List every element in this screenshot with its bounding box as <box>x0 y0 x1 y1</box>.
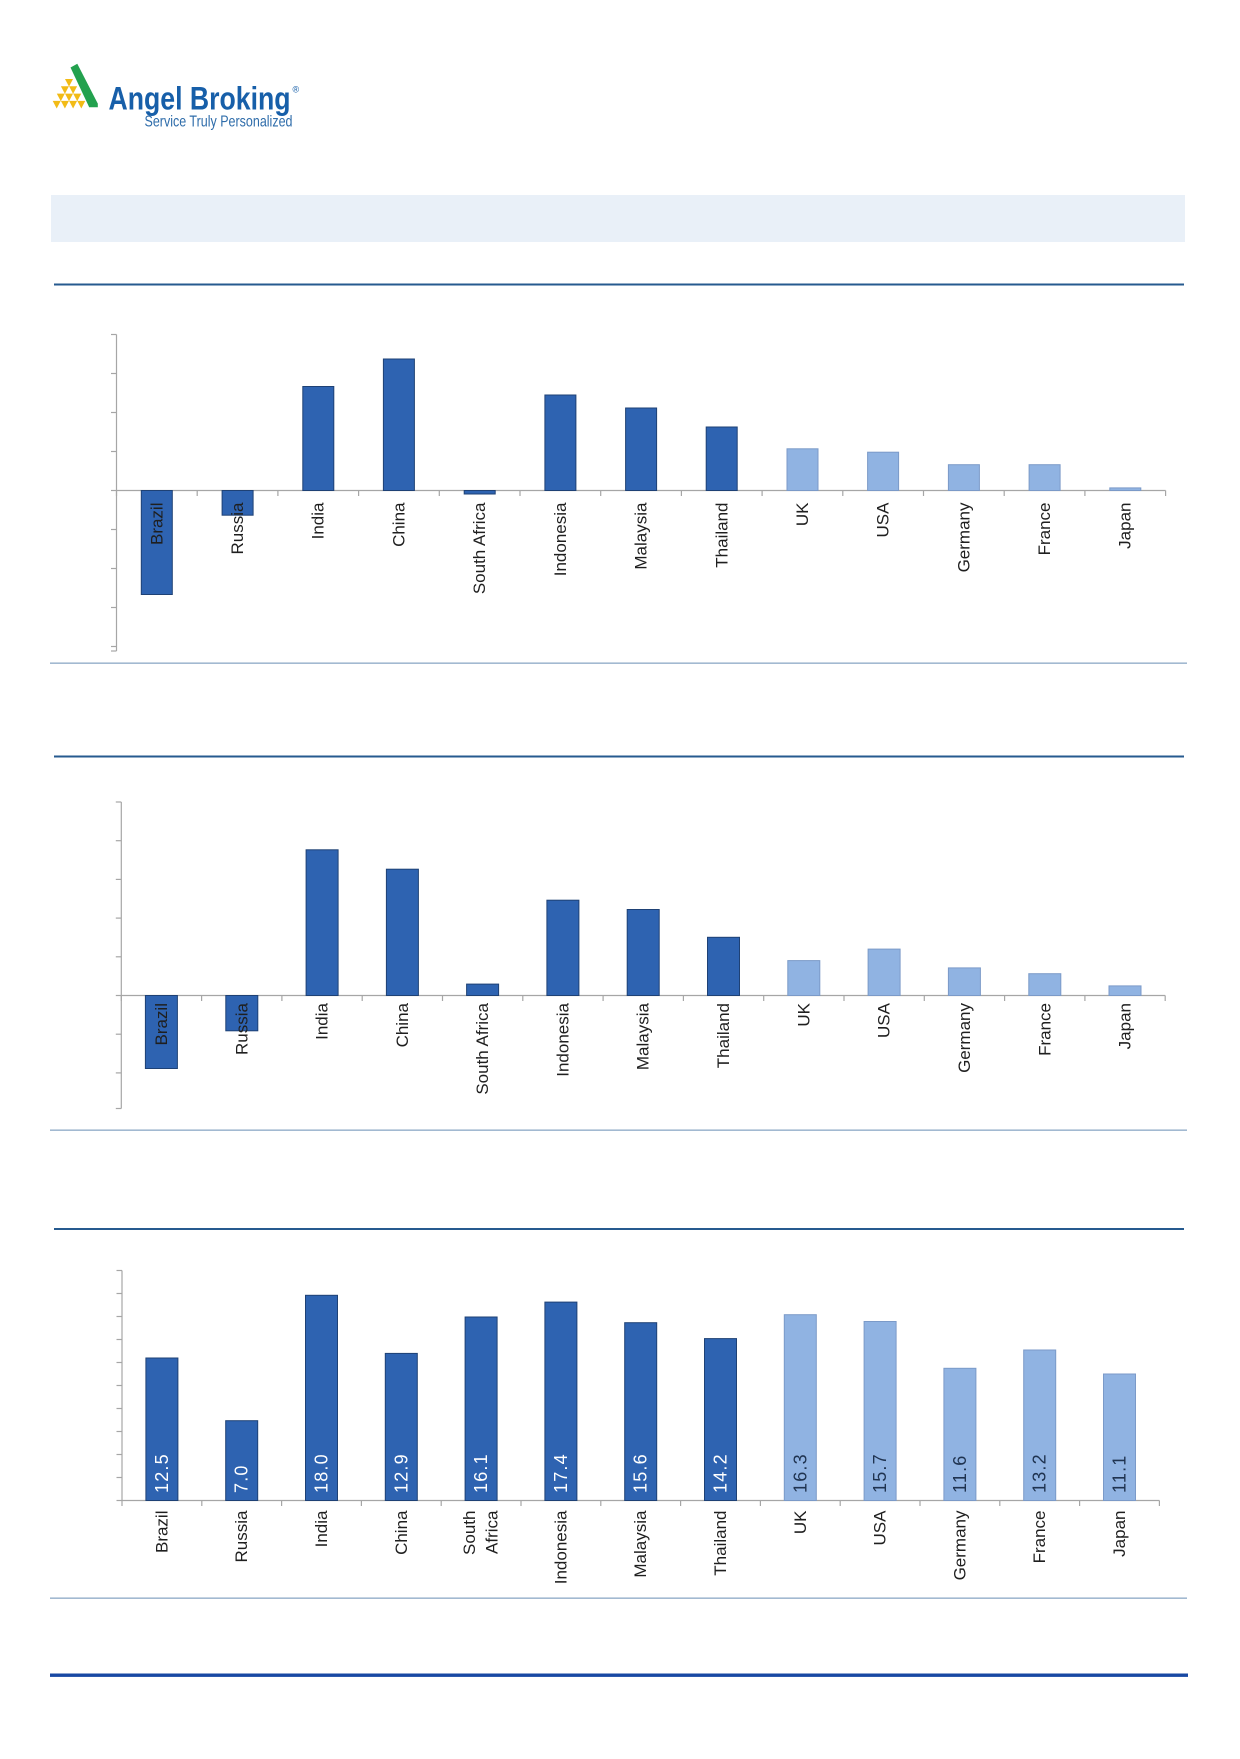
svg-text:China: China <box>389 502 408 547</box>
svg-text:Brazil: Brazil <box>147 503 166 546</box>
svg-text:16.3: 16.3 <box>790 1453 810 1493</box>
svg-text:12.9: 12.9 <box>391 1453 411 1493</box>
svg-text:Russia: Russia <box>232 1002 251 1055</box>
svg-text:®: ® <box>293 85 300 95</box>
svg-text:Brazil: Brazil <box>152 1511 171 1554</box>
svg-text:India: India <box>313 1002 332 1039</box>
svg-text:Indonesia: Indonesia <box>551 502 570 576</box>
svg-text:Brazil: Brazil <box>152 1003 171 1046</box>
svg-text:Service Truly Personalized: Service Truly Personalized <box>145 114 293 131</box>
svg-text:South: South <box>460 1511 479 1555</box>
svg-text:7.0: 7.0 <box>232 1464 252 1493</box>
svg-text:Germany: Germany <box>955 1003 974 1073</box>
svg-text:India: India <box>312 1510 331 1547</box>
svg-text:17.4: 17.4 <box>551 1453 571 1493</box>
svg-text:15.7: 15.7 <box>870 1453 890 1493</box>
svg-text:France: France <box>1030 1511 1049 1564</box>
svg-text:USA: USA <box>875 1002 894 1038</box>
svg-text:USA: USA <box>874 502 893 538</box>
svg-text:UK: UK <box>793 502 812 526</box>
svg-text:13.2: 13.2 <box>1030 1453 1050 1493</box>
svg-text:Malaysia: Malaysia <box>632 502 651 570</box>
svg-text:UK: UK <box>794 1002 813 1026</box>
svg-text:Africa: Africa <box>483 1510 502 1554</box>
svg-text:18.0: 18.0 <box>312 1453 332 1493</box>
svg-text:Indonesia: Indonesia <box>553 1002 572 1076</box>
svg-text:UK: UK <box>791 1510 810 1534</box>
svg-text:15.6: 15.6 <box>631 1453 651 1493</box>
svg-text:Russia: Russia <box>232 1510 251 1563</box>
svg-text:China: China <box>392 1510 411 1555</box>
svg-text:Japan: Japan <box>1116 1003 1135 1049</box>
svg-text:France: France <box>1035 503 1054 556</box>
svg-text:14.2: 14.2 <box>711 1453 731 1493</box>
svg-text:Germany: Germany <box>950 1510 969 1580</box>
svg-text:Russia: Russia <box>228 502 247 555</box>
svg-text:South Africa: South Africa <box>473 1002 492 1094</box>
svg-text:16.1: 16.1 <box>471 1453 491 1493</box>
svg-text:China: China <box>393 1002 412 1047</box>
svg-text:France: France <box>1035 1003 1054 1056</box>
svg-text:11.6: 11.6 <box>950 1455 970 1494</box>
svg-text:South Africa: South Africa <box>470 502 489 594</box>
svg-text:Thailand: Thailand <box>714 1003 733 1068</box>
svg-text:Japan: Japan <box>1116 503 1135 549</box>
svg-text:Indonesia: Indonesia <box>551 1510 570 1584</box>
svg-text:12.5: 12.5 <box>152 1453 172 1493</box>
svg-text:India: India <box>309 502 328 539</box>
svg-text:11.1: 11.1 <box>1110 1455 1130 1494</box>
svg-text:Malaysia: Malaysia <box>634 1002 653 1070</box>
svg-text:Angel Broking: Angel Broking <box>109 81 291 117</box>
svg-text:Thailand: Thailand <box>712 503 731 568</box>
svg-text:Germany: Germany <box>954 502 973 572</box>
svg-text:Japan: Japan <box>1110 1511 1129 1557</box>
svg-text:Thailand: Thailand <box>711 1511 730 1576</box>
svg-text:Malaysia: Malaysia <box>631 1510 650 1578</box>
svg-text:USA: USA <box>871 1510 890 1546</box>
